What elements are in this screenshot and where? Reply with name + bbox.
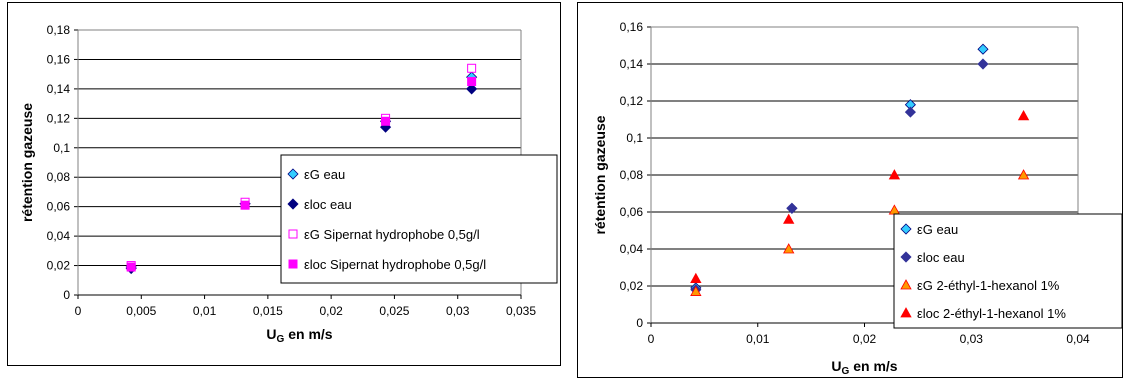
data-point: [690, 272, 702, 284]
x-tick-label: 0,02: [319, 304, 343, 318]
y-tick-label: 0,1: [53, 141, 70, 155]
x-tick-label: 0: [75, 304, 82, 318]
chart-panel-right: 0 0,02 0,04 0,06 0,08 0,1 0,12 0,14 0,16 0 0,01 0,0…: [577, 2, 1123, 378]
legend-marker: [900, 279, 912, 290]
legend-label: εloc eau: [917, 250, 965, 265]
y-tick-label: 0: [63, 288, 70, 302]
data-point: [126, 262, 136, 272]
y-tick-label: 0,02: [47, 259, 71, 273]
y-tick-label: 0,14: [47, 82, 71, 96]
data-point: [381, 116, 391, 126]
legend-box: [893, 213, 1123, 329]
legend: εG eau εloc eau εG 2-éthyl-1-hexanol 1% εlo…: [893, 213, 1123, 329]
chart-left: 0 0,02 0,04 0,06 0,08 0,1 0,12 0,14 0,16 0,18 0 0,0…: [19, 23, 558, 345]
x-tick-label: 0,01: [746, 332, 770, 346]
x-tick-label: 0,005: [126, 304, 156, 318]
legend-label: εloc Sipernat hydrophobe 0,5g/l: [304, 257, 486, 272]
y-tick-label: 0,08: [47, 170, 71, 184]
legend-marker: [288, 229, 298, 239]
y-tick-label: 0,16: [47, 52, 71, 66]
data-point: [786, 202, 798, 214]
y-tick-label: 0,06: [620, 205, 644, 219]
data-point: [690, 285, 702, 296]
series-3: [690, 109, 1030, 284]
data-point: [1017, 169, 1030, 180]
legend-marker: [287, 198, 299, 210]
x-tick-label: 0,01: [193, 304, 217, 318]
chart-right: 0 0,02 0,04 0,06 0,08 0,1 0,12 0,14 0,16 0 0,01 0,0…: [592, 20, 1123, 377]
x-axis-title: UG en m/s: [831, 358, 897, 377]
x-tick-label: 0,03: [446, 304, 470, 318]
x-tick-label: 0,02: [853, 332, 877, 346]
series-2: [690, 169, 1030, 296]
y-tick-label: 0,02: [620, 279, 644, 293]
data-point: [888, 169, 901, 180]
data-point: [467, 77, 477, 87]
data-point: [783, 213, 795, 224]
data-point: [977, 58, 989, 70]
chart-panel-left: 0 0,02 0,04 0,06 0,08 0,1 0,12 0,14 0,16 0,18 0 0,0…: [7, 2, 561, 366]
data-point: [904, 106, 916, 118]
y-tick-label: 0,08: [620, 168, 644, 182]
data-point: [977, 43, 989, 55]
y-tick-label: 0: [636, 316, 643, 330]
y-tick-label: 0,16: [620, 20, 644, 34]
x-axis-title: UG en m/s: [266, 326, 332, 345]
y-tick-label: 0,12: [47, 111, 71, 125]
y-tick-label: 0,04: [47, 229, 71, 243]
data-point: [240, 200, 250, 210]
legend-marker: [900, 307, 912, 318]
y-tick-label: 0,06: [47, 200, 71, 214]
legend-box: [280, 154, 558, 284]
data-point: [466, 83, 478, 95]
y-tick-label: 0,14: [620, 57, 644, 71]
x-tick-label: 0: [648, 332, 655, 346]
y-axis-title: rétention gazeuse: [592, 115, 608, 234]
legend-marker: [288, 259, 298, 269]
data-point: [888, 204, 901, 215]
x-tick-label: 0,015: [253, 304, 283, 318]
legend-marker: [287, 168, 299, 180]
y-tick-label: 0,18: [47, 23, 71, 37]
legend-label: εG 2-éthyl-1-hexanol 1%: [917, 278, 1060, 293]
legend-marker: [900, 251, 912, 263]
legend-label: εloc 2-éthyl-1-hexanol 1%: [917, 306, 1066, 321]
y-tick-label: 0,04: [620, 242, 644, 256]
y-tick-label: 0,12: [620, 94, 644, 108]
series-3: [126, 77, 477, 272]
legend-marker: [900, 223, 912, 235]
legend-label: εG eau: [917, 222, 958, 237]
x-tick-label: 0,035: [506, 304, 536, 318]
x-tick-label: 0,03: [960, 332, 984, 346]
legend-label: εG Sipernat hydrophobe 0,5g/l: [304, 227, 480, 242]
legend-label: εG eau: [304, 167, 345, 182]
data-point: [467, 63, 477, 73]
y-tick-label: 0,1: [626, 131, 643, 145]
legend-label: εloc eau: [304, 197, 352, 212]
data-point: [1017, 109, 1030, 121]
y-axis-title: rétention gazeuse: [19, 103, 35, 222]
data-point: [783, 243, 795, 254]
x-tick-label: 0,025: [379, 304, 409, 318]
legend: εG eau εloc eau εG Sipernat hydrophobe 0,5…: [280, 154, 558, 284]
x-tick-label: 0,04: [1066, 332, 1090, 346]
